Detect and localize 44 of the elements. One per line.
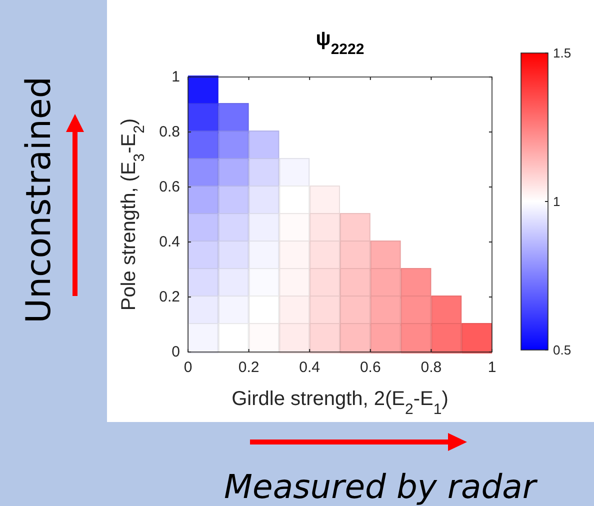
point xyxy=(340,296,370,326)
x-tick-label: 0.6 xyxy=(360,359,381,376)
text: Unconstrained xyxy=(19,76,59,324)
y-tick-label: 0 xyxy=(172,344,180,360)
point xyxy=(310,240,340,271)
point xyxy=(218,130,249,161)
x-tick-label: 0 xyxy=(184,359,192,376)
y-tick-label: 0.4 xyxy=(159,234,180,250)
color-bar-label: 1.5 xyxy=(553,46,572,60)
point xyxy=(218,323,249,354)
y-tick-label: 0.2 xyxy=(159,288,180,306)
x-tick-label: 0.8 xyxy=(420,359,442,376)
point xyxy=(400,323,432,354)
y-tick-label: 0.6 xyxy=(159,178,180,196)
point xyxy=(279,323,310,354)
x-tick-label: 1 xyxy=(488,359,496,376)
point xyxy=(431,296,462,326)
point xyxy=(370,296,401,326)
color-bar-label: 1 xyxy=(553,194,560,209)
point xyxy=(310,323,340,354)
point xyxy=(370,240,401,271)
point xyxy=(370,323,401,354)
point xyxy=(462,323,492,354)
point xyxy=(340,323,370,354)
point xyxy=(218,103,249,134)
chart-title: ψ$_{2222}$ xyxy=(316,28,364,58)
x-axis-title: Girdle strength, 2(E$_{2}$-E$_{1}$) xyxy=(232,388,448,418)
color-bar-label: 0.5 xyxy=(553,342,572,358)
point xyxy=(248,323,280,354)
x-tick-label: 0.4 xyxy=(299,359,320,376)
text: Measured by radar xyxy=(224,467,538,506)
point xyxy=(218,186,249,216)
point xyxy=(370,268,401,298)
point xyxy=(340,213,370,244)
point xyxy=(340,240,370,271)
point xyxy=(188,323,218,354)
x-tick-label: 0.2 xyxy=(238,359,260,376)
point xyxy=(310,296,340,326)
y-tick-label: 0.8 xyxy=(159,124,180,140)
point xyxy=(218,158,249,188)
point xyxy=(431,323,462,354)
y-tick-label: 1 xyxy=(172,68,180,86)
point xyxy=(340,268,370,298)
point xyxy=(310,268,340,298)
